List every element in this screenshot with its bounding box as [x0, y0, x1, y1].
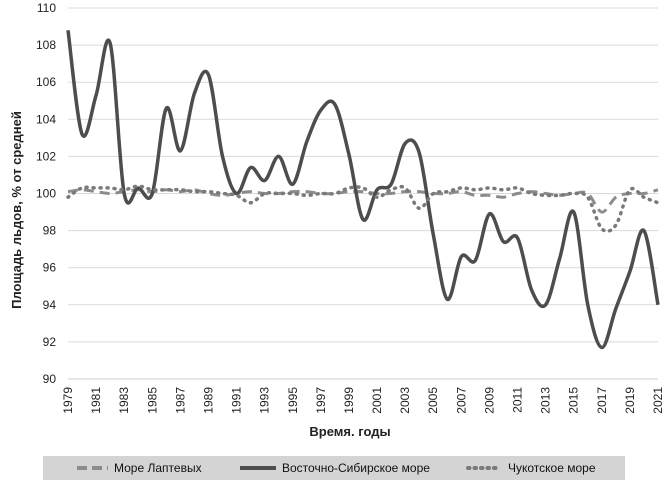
x-tick-label: 1997 — [314, 387, 328, 414]
x-axis-tick-labels: 1979 1981 1983 1985 1987 1989 1991 1993 1995 1997… — [61, 387, 665, 414]
x-tick-label: 1989 — [201, 387, 215, 414]
x-tick-label: 2003 — [398, 387, 412, 414]
series-line-east-siberian — [66, 30, 660, 350]
y-tick-label: 94 — [43, 298, 57, 312]
legend: Море Лаптевых Восточно-Сибирское море Чу… — [43, 456, 625, 480]
x-tick-label: 1995 — [286, 387, 300, 414]
y-tick-label: 106 — [36, 75, 56, 89]
x-tick-label: 2015 — [567, 387, 581, 414]
y-tick-label: 90 — [43, 372, 57, 386]
x-tick-label: 2009 — [482, 387, 496, 414]
legend-label-chukchi: Чукотское море — [508, 461, 596, 475]
y-tick-label: 104 — [36, 112, 56, 126]
x-tick-label: 2021 — [651, 387, 665, 414]
legend-label-east-siberian: Восточно-Сибирское море — [282, 461, 430, 475]
x-tick-label: 2007 — [454, 387, 468, 414]
y-axis-title: Площадь льдов, % от средней — [9, 111, 24, 309]
x-tick-label: 1993 — [258, 387, 272, 414]
x-tick-label: 2001 — [370, 387, 384, 414]
x-tick-label: 2011 — [511, 387, 525, 413]
x-tick-label: 1979 — [61, 387, 75, 414]
legend-label-laptev: Море Лаптевых — [114, 461, 202, 475]
y-tick-label: 92 — [43, 335, 57, 349]
x-tick-label: 1987 — [173, 387, 187, 414]
x-tick-label: 1981 — [89, 387, 103, 414]
series-line-laptev — [67, 188, 659, 214]
x-tick-label: 1983 — [117, 387, 131, 414]
x-tick-label: 2005 — [426, 387, 440, 414]
x-tick-label: 2013 — [539, 387, 553, 414]
y-axis-tick-labels: 90 92 94 96 98 100 102 104 106 108 110 — [36, 1, 56, 386]
gridlines — [68, 7, 658, 343]
x-tick-label: 1991 — [230, 387, 244, 414]
y-tick-label: 98 — [43, 224, 57, 238]
y-tick-label: 108 — [36, 38, 56, 52]
series-lines — [66, 30, 660, 350]
y-tick-label: 100 — [36, 187, 56, 201]
x-tick-label: 2017 — [595, 387, 609, 414]
x-axis-title: Время. годы — [309, 424, 390, 439]
x-tick-label: 2019 — [623, 387, 637, 414]
x-tick-label: 1999 — [342, 387, 356, 414]
x-tick-label: 1985 — [145, 387, 159, 414]
y-tick-label: 102 — [36, 149, 56, 163]
legend-background — [43, 456, 625, 480]
y-tick-label: 110 — [37, 1, 56, 15]
y-tick-label: 96 — [43, 261, 57, 275]
